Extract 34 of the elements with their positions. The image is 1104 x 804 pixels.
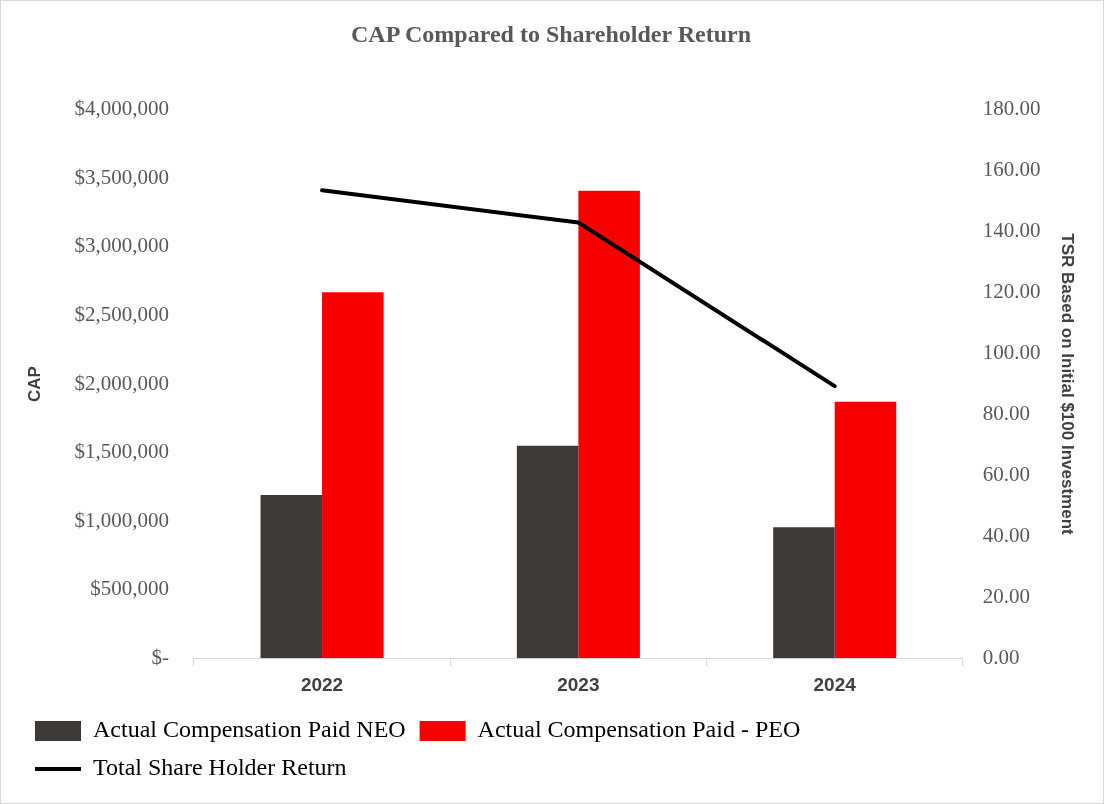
y2-tick-label: 140.00 [982, 218, 1041, 243]
y-axis-title: CAP [24, 366, 44, 402]
legend-label: Actual Compensation Paid NEO [93, 716, 406, 743]
y-tick-label: $2,500,000 [74, 301, 169, 326]
y-tick-label: $3,000,000 [74, 233, 169, 258]
y2-tick-label: 40.00 [982, 522, 1031, 547]
y-tick-label: $1,000,000 [74, 507, 169, 532]
y2-tick-label: 0.00 [982, 644, 1020, 669]
y2-axis-title: TSR Based on Initial $100 Investment [1058, 233, 1078, 536]
y-tick-label: $1,500,000 [74, 439, 169, 464]
bar [578, 190, 640, 659]
y2-tick-label: 100.00 [982, 340, 1041, 365]
y-tick-label: $3,500,000 [74, 164, 169, 189]
bar [322, 292, 384, 659]
y-tick-label: $2,000,000 [74, 370, 169, 395]
y2-tick-label: 120.00 [982, 279, 1041, 304]
legend-label: Actual Compensation Paid - PEO [477, 716, 801, 743]
legend-label: Total Share Holder Return [93, 754, 347, 781]
bar [260, 495, 323, 659]
y2-tick-label: 60.00 [982, 461, 1031, 486]
y-tick-label: $- [151, 644, 169, 669]
x-tick-label: 2023 [557, 673, 600, 695]
y2-tick-label: 180.00 [982, 96, 1041, 121]
y-tick-label: $4,000,000 [74, 96, 169, 121]
bar [834, 401, 897, 659]
x-tick-label: 2022 [300, 673, 344, 695]
y2-tick-label: 20.00 [982, 583, 1031, 608]
bar [516, 445, 579, 659]
y-tick-label: $500,000 [90, 576, 169, 601]
bar [773, 527, 835, 659]
y2-tick-label: 80.00 [982, 400, 1031, 425]
y2-tick-label: 160.00 [982, 157, 1041, 182]
x-tick-label: 2024 [813, 673, 857, 695]
chart-title: CAP Compared to Shareholder Return [350, 20, 752, 47]
